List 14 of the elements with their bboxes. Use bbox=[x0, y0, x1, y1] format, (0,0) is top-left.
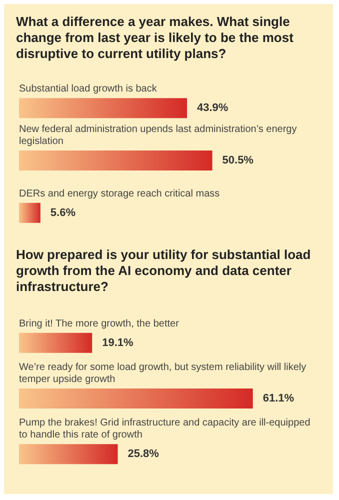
data-label: 25.8% bbox=[128, 448, 160, 460]
chart-title: What a difference a year makes. What single change from last year is likely to be the most disruptive to current utility plans? bbox=[16, 14, 294, 62]
data-label: 50.5% bbox=[222, 154, 254, 166]
y-tick-label: DERs and energy storage reach critical mass bbox=[19, 188, 220, 200]
y-tick-label: New federal administration upends last administration’s energy legislation bbox=[19, 124, 300, 147]
data-label: 61.1% bbox=[262, 392, 294, 404]
data-label: 5.6% bbox=[50, 206, 76, 219]
y-tick-label: Pump the brakes! Grid infrastructure and capacity are ill-equipped to handle this rate of growth bbox=[19, 418, 314, 441]
y-tick-label: We’re ready for some load growth, but system reliability will likely temper upside growth bbox=[19, 362, 309, 385]
data-label: 43.9% bbox=[197, 102, 228, 114]
y-tick-label: Substantial load growth is back bbox=[19, 84, 158, 95]
chart-title: How prepared is your utility for substantial load growth from the AI economy and data center infrastructure? bbox=[16, 247, 312, 295]
data-label: 19.1% bbox=[102, 336, 134, 349]
y-tick-label: Bring it! The more growth, the better bbox=[19, 318, 180, 330]
